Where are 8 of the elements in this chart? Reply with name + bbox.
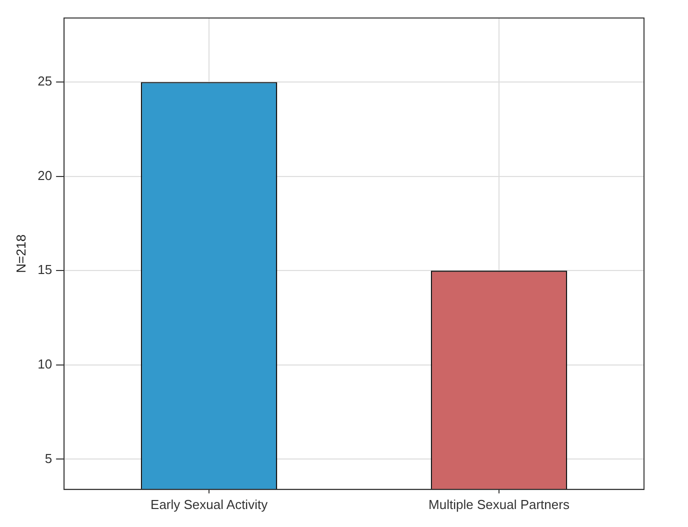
y-tick-label: 25	[38, 74, 52, 89]
x-tick-label: Multiple Sexual Partners	[428, 496, 570, 512]
y-tick-label: 15	[38, 262, 52, 278]
x-tick-label: Early Sexual Activity	[150, 496, 268, 512]
y-tick-label: 10	[38, 356, 52, 372]
y-tick-label: 5	[44, 450, 52, 466]
y-axis-title: N=218	[13, 234, 28, 274]
y-tick-label: 20	[38, 168, 52, 183]
